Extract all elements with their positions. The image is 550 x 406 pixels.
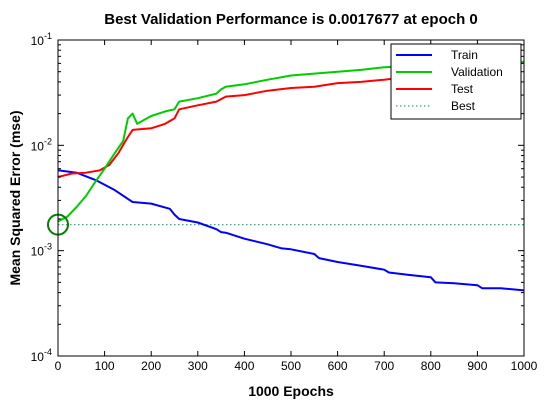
legend-label-validation: Validation (451, 65, 503, 79)
y-tick-label: 10-3 (31, 242, 52, 259)
series-train-line (57, 169, 525, 292)
legend-label-train: Train (451, 48, 478, 62)
y-tick-base: 10 (31, 245, 45, 259)
x-tick-label: 500 (281, 359, 301, 373)
y-tick-base: 10 (31, 139, 45, 153)
y-tick-label: 10-1 (31, 31, 52, 48)
x-tick-label: 800 (421, 359, 441, 373)
y-tick-exponent: -4 (44, 347, 52, 357)
x-tick-label: 600 (328, 359, 348, 373)
legend: Train Validation Test Best (390, 43, 522, 120)
legend-label-test: Test (451, 82, 474, 96)
x-tick-label: 700 (374, 359, 394, 373)
x-tick-label: 300 (188, 359, 208, 373)
x-tick-label: 100 (95, 359, 115, 373)
x-tick-label: 400 (234, 359, 254, 373)
y-tick-base: 10 (31, 350, 45, 364)
x-ticks: 0 100 200 300 400 500 600 700 800 900 1000 (55, 40, 538, 373)
x-axis-label: 1000 Epochs (248, 383, 334, 399)
y-tick-label: 10-2 (31, 136, 52, 153)
chart-title: Best Validation Performance is 0.0017677… (104, 11, 478, 28)
legend-label-best: Best (451, 99, 476, 113)
x-tick-label: 200 (141, 359, 161, 373)
y-tick-exponent: -3 (44, 242, 52, 252)
y-tick-label: 10-4 (31, 347, 52, 364)
y-tick-base: 10 (31, 34, 45, 48)
series-test-line (57, 76, 413, 178)
y-tick-exponent: -1 (44, 31, 52, 41)
y-axis-label: Mean Squared Error (mse) (7, 110, 23, 285)
x-tick-label: 1000 (511, 359, 538, 373)
x-tick-label: 900 (467, 359, 487, 373)
y-tick-exponent: -2 (44, 136, 52, 146)
x-tick-label: 0 (55, 359, 62, 373)
